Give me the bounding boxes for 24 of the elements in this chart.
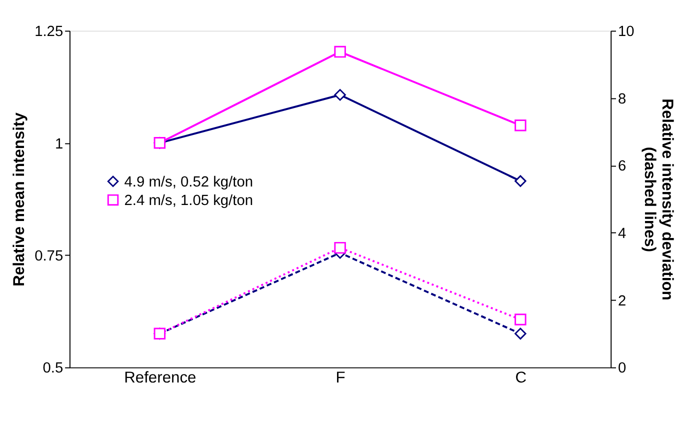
point [514,328,526,340]
y2-tick-label: 0 [618,360,626,377]
y2-tick-label: 8 [618,91,626,108]
y2-tick-label: 4 [618,226,626,242]
y2-tick-label: 6 [618,158,626,175]
point [334,46,346,58]
y-axis-title: Relative mean intensity [10,112,28,286]
y2-axis-title: Relative intensity deviation (dashed lines) [641,98,676,300]
point [514,120,526,132]
y-tick-label: 0.5 [42,360,64,377]
x-tick-label: F [336,369,346,386]
legend-label: 4.9 m/s, 0.52 kg/ton [124,174,254,190]
y-tick-label: 0.75 [34,248,64,264]
point [334,242,346,254]
y2-tick-label: 2 [618,293,626,310]
y2-tick-label: 10 [618,24,634,40]
point [334,89,346,101]
legend-label: 2.4 m/s, 1.05 kg/ton [124,192,254,209]
point [514,314,526,326]
point [514,175,526,187]
x-tick-label: C [515,369,527,386]
y-tick-label: 1.25 [34,24,64,40]
y-tick-label: 1 [54,136,64,152]
x-tick-label: Reference [124,369,196,386]
